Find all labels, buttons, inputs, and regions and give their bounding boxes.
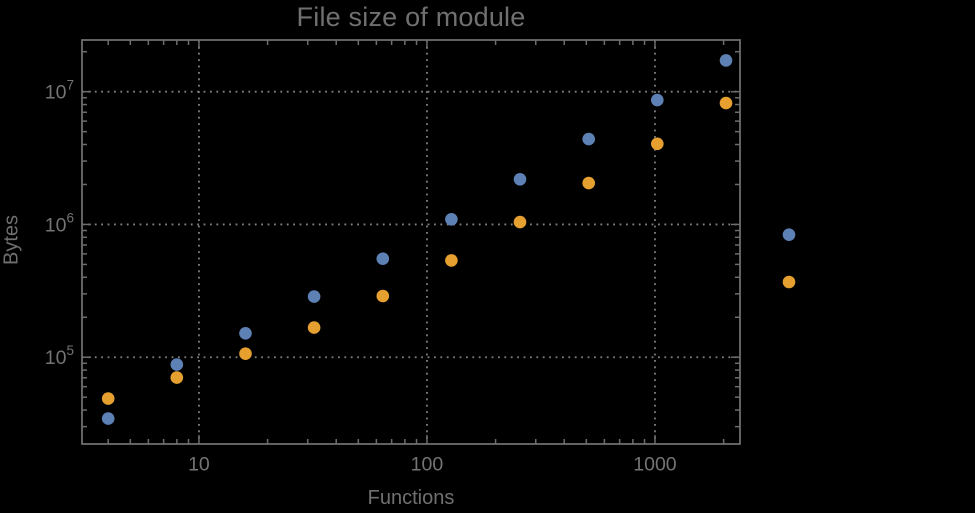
legend	[782, 228, 796, 289]
frame-border	[81, 39, 741, 445]
data-point-orange-x2048	[719, 96, 733, 110]
data-point-blue-x2048	[719, 54, 733, 67]
x-tick-label-100: 100	[411, 454, 444, 476]
data-point-orange-x128	[445, 254, 458, 267]
series-blue	[101, 54, 733, 425]
axis-ticks	[82, 40, 740, 444]
data-point-blue-x16	[239, 327, 252, 340]
data-point-blue-x8	[170, 358, 184, 371]
x-tick-label-10: 10	[188, 454, 210, 476]
data-point-orange-x64	[376, 289, 390, 303]
data-point-orange-x256	[513, 215, 527, 229]
data-point-orange-x16	[239, 347, 252, 361]
data-point-blue-x1024	[651, 93, 664, 107]
series-orange	[101, 96, 733, 405]
x-axis-label: Functions	[367, 487, 455, 509]
y-tick-label-10e5: 105	[45, 343, 74, 369]
data-point-orange-x8	[170, 371, 184, 384]
gridlines	[82, 40, 740, 444]
chart-title: File size of module	[296, 2, 526, 32]
data-point-blue-x4	[101, 412, 115, 425]
data-point-orange-x1024	[651, 137, 664, 151]
data-point-blue-x512	[582, 132, 595, 146]
y-tick-label-10e6: 106	[45, 210, 74, 236]
y-tick-label-10e7: 107	[45, 78, 74, 104]
data-point-orange-x32	[307, 321, 321, 334]
x-tick-label-1000: 1000	[633, 454, 677, 476]
legend-marker-orange	[782, 275, 796, 289]
plot-frame	[81, 39, 741, 445]
data-point-blue-x64	[376, 252, 390, 265]
data-point-orange-x512	[582, 176, 595, 190]
tick-labels: 10 100 1000 105 106 107	[45, 78, 677, 476]
data-point-blue-x32	[307, 290, 321, 303]
data-point-orange-x4	[101, 392, 115, 405]
legend-marker-blue	[782, 228, 796, 241]
data-point-blue-x128	[445, 213, 458, 226]
data-point-blue-x256	[513, 173, 527, 186]
